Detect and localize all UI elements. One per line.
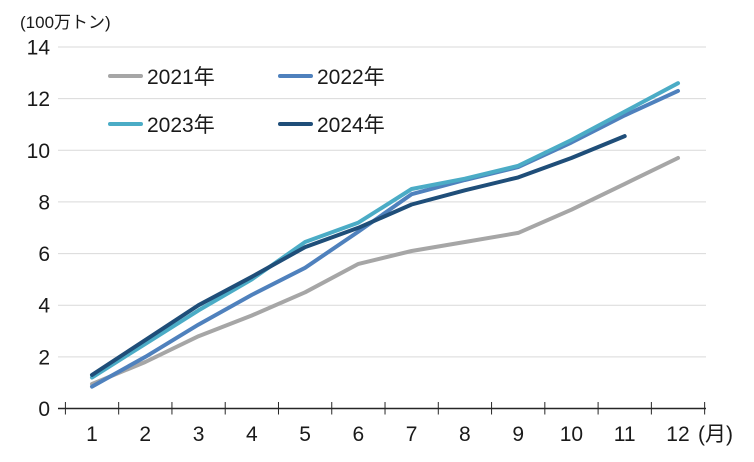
legend-swatch-2022 — [278, 73, 313, 79]
legend-item-2021: 2021年 — [108, 62, 215, 90]
legend-label-2023: 2023年 — [147, 114, 215, 137]
x-axis-tick-label: 1 — [86, 423, 98, 446]
x-axis-tick-label: 6 — [353, 423, 365, 446]
legend-item-2022: 2022年 — [278, 62, 385, 90]
series-line-2023 — [90, 81, 680, 380]
x-axis-tick-label: 7 — [406, 423, 418, 446]
legend-label-2021: 2021年 — [147, 66, 215, 89]
y-axis-tick-label: 14 — [27, 37, 51, 60]
x-axis-tick-label: 8 — [459, 423, 471, 446]
legend-label-2022: 2022年 — [317, 66, 385, 89]
legend-item-2023: 2023年 — [108, 110, 215, 138]
y-axis-tick-label: 6 — [38, 243, 50, 266]
x-axis-tick-label: 9 — [512, 423, 524, 446]
legend-swatch-2024 — [278, 121, 313, 127]
legend-label-2024: 2024年 — [317, 114, 385, 137]
legend-swatch-2021 — [108, 73, 143, 79]
legend-swatch-2023 — [108, 121, 143, 127]
x-axis-tick-label: 12 — [666, 423, 689, 446]
x-axis-tick-label: 5 — [299, 423, 311, 446]
x-axis-unit-label: (月) — [698, 423, 733, 446]
y-axis-tick-label: 8 — [38, 191, 50, 214]
y-axis-tick-label: 0 — [38, 398, 50, 421]
series-line-2021 — [90, 156, 680, 386]
x-axis-tick-label: 10 — [560, 423, 583, 446]
x-axis-tick-label: 11 — [614, 423, 636, 446]
series-line-2022 — [90, 88, 680, 389]
y-axis-tick-label: 4 — [38, 295, 50, 318]
series-line-2024 — [90, 134, 627, 377]
x-axis-tick-label: 3 — [193, 423, 205, 446]
y-axis-unit-label: (100万トン) — [20, 13, 111, 32]
x-axis-tick-label: 4 — [246, 423, 258, 446]
y-axis-tick-label: 10 — [27, 140, 50, 163]
y-axis-tick-label: 2 — [38, 346, 50, 369]
y-axis-tick-label: 12 — [27, 88, 50, 111]
x-axis-tick-label: 2 — [139, 423, 151, 446]
legend-item-2024: 2024年 — [278, 110, 385, 138]
